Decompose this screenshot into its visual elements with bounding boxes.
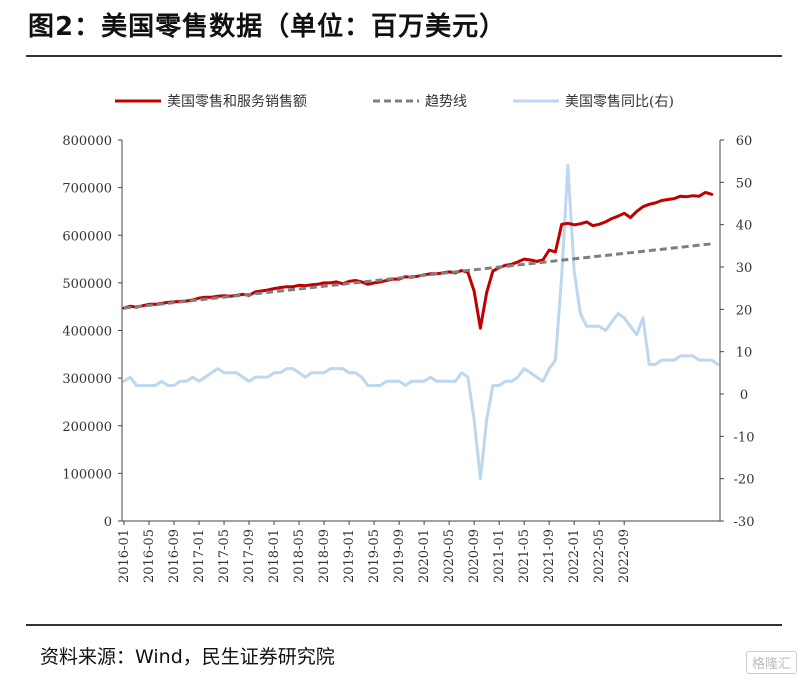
watermark-logo: 格隆汇	[745, 651, 797, 674]
x-tick-label: 2017-01	[192, 529, 207, 583]
right-tick-label: 60	[736, 134, 753, 149]
right-tick-label: 10	[736, 346, 753, 361]
left-tick-label: 600000	[62, 229, 112, 244]
x-tick-label: 2016-01	[117, 529, 132, 583]
series-line-yoy	[122, 163, 720, 481]
left-tick-label: 200000	[62, 420, 112, 435]
left-tick-label: 0	[104, 515, 112, 530]
right-tick-label: 40	[736, 219, 753, 234]
x-tick-label: 2021-01	[492, 529, 507, 583]
right-tick-label: 0	[740, 388, 748, 403]
footer-divider	[26, 624, 782, 626]
x-tick-label: 2018-09	[317, 529, 332, 583]
right-tick-label: 30	[736, 261, 753, 276]
x-tick-label: 2022-09	[617, 529, 632, 583]
right-tick-label: -20	[734, 473, 755, 488]
x-tick-label: 2019-05	[367, 529, 382, 583]
left-tick-label: 700000	[62, 182, 112, 197]
x-tick-label: 2019-09	[392, 529, 407, 583]
right-tick-label: 50	[736, 176, 753, 191]
left-tick-label: 100000	[62, 467, 112, 482]
left-tick-label: 500000	[62, 277, 112, 292]
x-tick-label: 2017-05	[217, 529, 232, 583]
legend-label-sales: 美国零售和服务销售额	[167, 94, 307, 110]
x-tick-label: 2017-09	[242, 529, 257, 583]
chart-plot-area	[122, 163, 720, 481]
chart-axes: 0 100000 200000 300000 400000 500000 600000 700…	[62, 134, 754, 583]
x-tick-label: 2020-01	[417, 529, 432, 583]
right-tick-label: -10	[734, 430, 755, 445]
x-tick-label: 2018-01	[267, 529, 282, 583]
x-tick-label: 2020-09	[467, 529, 482, 583]
x-tick-label: 2016-05	[142, 529, 157, 583]
x-tick-label: 2022-01	[567, 529, 582, 583]
right-tick-label: -30	[734, 515, 755, 530]
page-title: 图2：美国零售数据（单位：百万美元）	[28, 12, 507, 42]
left-tick-label: 400000	[62, 325, 112, 340]
x-tick-label: 2020-05	[442, 529, 457, 583]
chart-legend: 美国零售和服务销售额 趋势线 美国零售同比(右)	[115, 94, 674, 110]
title-divider	[26, 55, 782, 57]
left-tick-label: 800000	[62, 134, 112, 149]
legend-label-yoy: 美国零售同比(右)	[565, 94, 674, 110]
x-tick-label: 2018-05	[292, 529, 307, 583]
x-tick-label: 2016-09	[167, 529, 182, 583]
left-tick-label: 300000	[62, 372, 112, 387]
legend-label-trend: 趋势线	[425, 94, 467, 110]
right-tick-label: 20	[736, 303, 753, 318]
x-tick-label: 2021-09	[542, 529, 557, 583]
x-tick-label: 2022-05	[592, 529, 607, 583]
series-line-sales	[122, 190, 714, 330]
x-tick-label: 2019-01	[342, 529, 357, 583]
source-note: 资料来源：Wind，民生证券研究院	[40, 646, 335, 668]
x-tick-label: 2021-05	[517, 529, 532, 583]
